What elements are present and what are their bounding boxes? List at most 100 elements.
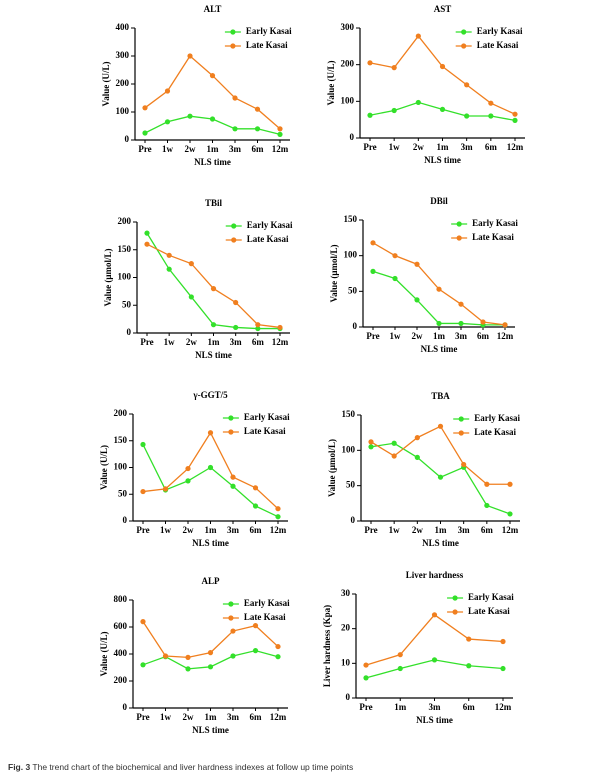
legend-marker: [452, 609, 458, 615]
point: [232, 95, 238, 101]
y-tick-label: 100: [116, 106, 130, 116]
point: [392, 275, 398, 282]
x-axis-label: NLS time: [194, 157, 231, 167]
point: [415, 33, 421, 39]
point: [252, 648, 259, 654]
x-tick-label: 1m: [437, 142, 450, 152]
legend-marker: [230, 43, 236, 49]
legend-label: Early Kasai: [246, 26, 292, 36]
point: [164, 119, 171, 125]
line: [146, 243, 281, 329]
chart: TBA 0 50 100 150 Pre 1w 2w 1m 3m 6m 12m NLS time Valu…: [327, 391, 520, 548]
x-tick-label: 3m: [458, 525, 471, 535]
point: [209, 116, 216, 122]
x-tick-label: 3m: [227, 712, 240, 722]
x-tick-label: 1m: [394, 702, 407, 712]
y-tick-label: 200: [118, 216, 132, 226]
point: [230, 628, 236, 634]
point: [363, 662, 369, 668]
point: [275, 514, 281, 520]
point: [140, 662, 146, 668]
point: [397, 652, 403, 658]
point: [252, 485, 259, 491]
x-tick-label: 2w: [413, 142, 425, 152]
point: [391, 107, 397, 114]
y-tick-label: 30: [341, 588, 351, 598]
x-tick-label: 12m: [272, 337, 289, 347]
point: [207, 664, 214, 670]
point: [512, 111, 518, 117]
y-tick-label: 200: [341, 59, 355, 69]
point: [464, 113, 470, 119]
y-tick-label: 150: [344, 214, 358, 224]
y-tick-label: 300: [341, 22, 355, 32]
point: [392, 253, 398, 259]
point: [466, 663, 472, 669]
x-tick-label: 1m: [208, 337, 221, 347]
x-tick-label: 1w: [160, 525, 172, 535]
caption-text: The trend chart of the biochemical and l…: [32, 762, 353, 772]
legend-marker: [452, 595, 458, 601]
legend-marker: [461, 43, 467, 49]
legend-marker: [228, 429, 234, 435]
x-tick-label: 12m: [272, 144, 289, 154]
x-tick-label: Pre: [136, 525, 149, 535]
point: [367, 112, 373, 118]
x-tick-label: 1w: [164, 337, 176, 347]
y-tick-label: 0: [123, 702, 128, 712]
point: [370, 240, 376, 246]
x-tick-label: 6m: [250, 712, 263, 722]
point: [367, 60, 373, 66]
point: [500, 638, 506, 645]
point: [144, 241, 150, 247]
point: [414, 261, 420, 267]
x-axis-label: NLS time: [192, 538, 229, 548]
point: [185, 666, 191, 672]
x-tick-label: 2w: [183, 712, 195, 722]
point: [391, 440, 397, 446]
point: [275, 654, 281, 660]
point: [461, 461, 467, 468]
chart: TBil 0 50 100 150 200 Pre 1w 2w 1m 3m 6m 12m NLS time…: [103, 198, 293, 360]
point: [464, 82, 470, 88]
legend-label: Early Kasai: [474, 413, 520, 423]
point: [144, 230, 150, 236]
point: [414, 297, 420, 303]
point: [140, 441, 146, 448]
x-tick-label: 12m: [495, 702, 512, 712]
legend-label: Early Kasai: [244, 598, 290, 608]
legend-label: Late Kasai: [472, 232, 514, 242]
point: [500, 665, 506, 672]
point: [507, 511, 513, 517]
x-tick-label: 12m: [507, 142, 524, 152]
chart: Liver hardness 0 10 20 30 Pre 1m 3m 6m 12m NLS tim…: [322, 570, 514, 725]
y-tick-label: 100: [118, 272, 132, 282]
x-axis-label: NLS time: [192, 725, 229, 735]
x-tick-label: 6m: [485, 142, 498, 152]
legend-label: Early Kasai: [477, 26, 523, 36]
legend-label: Late Kasai: [246, 40, 288, 50]
point: [480, 319, 486, 325]
x-tick-label: Pre: [138, 144, 151, 154]
y-tick-label: 400: [114, 648, 128, 658]
point: [252, 503, 259, 509]
legend-label: Late Kasai: [477, 40, 519, 50]
legend-marker: [458, 430, 464, 436]
point: [230, 483, 236, 489]
y-tick-label: 200: [114, 408, 128, 418]
legend-label: Late Kasai: [247, 234, 289, 244]
point: [166, 266, 172, 272]
point: [391, 65, 397, 71]
legend-marker: [228, 615, 234, 621]
x-tick-label: 1w: [160, 712, 172, 722]
point: [230, 653, 236, 659]
y-tick-label: 600: [114, 621, 128, 631]
point: [431, 657, 438, 663]
x-tick-label: 6m: [477, 331, 490, 341]
x-tick-label: 3m: [229, 144, 242, 154]
point: [488, 100, 494, 106]
chart-title: γ-GGT/5: [192, 390, 228, 400]
point: [439, 106, 446, 112]
point: [397, 665, 403, 672]
